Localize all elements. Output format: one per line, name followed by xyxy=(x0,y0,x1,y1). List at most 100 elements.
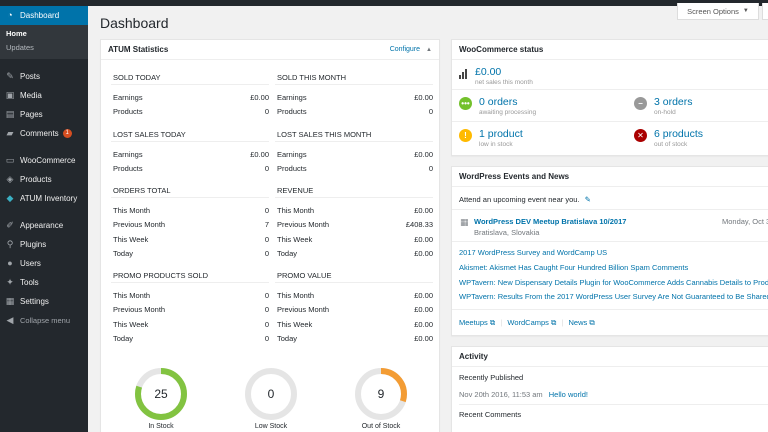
box-icon: ◈ xyxy=(6,174,14,184)
dashboard-submenu: Home Updates xyxy=(0,25,88,59)
comment-icon: ▰ xyxy=(6,128,14,138)
gauge-value: 9 xyxy=(378,387,385,401)
stat-row: This Week 0 xyxy=(113,319,269,329)
stat-row: Products 0 xyxy=(113,164,269,174)
stat-row: Today £0.00 xyxy=(277,248,433,258)
sidebar-item-appearance[interactable]: ✐ Appearance xyxy=(6,220,64,231)
stat-lost-sales-today: LOST SALES TODAY Earnings £0.00 Products 0 xyxy=(111,127,269,177)
stat-row: Previous Month 0 xyxy=(113,305,269,315)
stat-row: Earnings £0.00 xyxy=(113,93,269,102)
toggle-arrow-icon[interactable]: ▲ xyxy=(426,46,432,53)
sidebar-item-dashboard[interactable]: ◔ Dashboard xyxy=(0,6,88,25)
meetups-link[interactable]: Meetups xyxy=(459,318,488,327)
collapse-menu-button[interactable]: ◀ Collapse menu xyxy=(6,315,71,326)
recently-published-heading: Recently Published xyxy=(459,373,524,382)
sidebar-item-settings[interactable]: ▦ Settings xyxy=(5,296,49,307)
sidebar-item-atum-inventory[interactable]: ◆ ATUM Inventory xyxy=(6,193,78,204)
brush-icon: ✐ xyxy=(6,220,14,230)
comments-count-badge: 1 xyxy=(62,129,72,138)
sidebar-item-tools[interactable]: ✦ Tools xyxy=(6,277,39,288)
close-circle-icon: ✕ xyxy=(634,129,647,142)
sidebar-item-products[interactable]: ◈ Products xyxy=(6,174,52,185)
stat-row: This Week £0.00 xyxy=(277,319,433,329)
event-title-link[interactable]: WordPress DEV Meetup Bratislava 10/2017 xyxy=(474,217,627,226)
woocommerce-status-widget: WooCommerce status £0.00 net sales this … xyxy=(451,39,768,156)
admin-sidebar: ◔ Dashboard Home Updates ✎ Posts ▣ Media… xyxy=(0,6,88,432)
woocommerce-icon: ▭ xyxy=(5,155,15,165)
gauge-arc xyxy=(355,368,407,420)
sidebar-item-comments[interactable]: ▰ Comments 1 xyxy=(0,124,88,143)
post-link[interactable]: Hello world! xyxy=(548,390,588,399)
external-link-icon: ⧉ xyxy=(489,318,496,327)
configure-link[interactable]: Configure xyxy=(389,46,421,53)
widget-header: WooCommerce status xyxy=(452,40,768,60)
stat-row: Earnings £0.00 xyxy=(277,93,433,102)
caret-down-icon: ▼ xyxy=(742,8,749,14)
news-link[interactable]: WPTavern: New Dispensary Details Plugin … xyxy=(459,278,768,287)
stat-row: Today 0 xyxy=(113,333,269,343)
gauge-value: 0 xyxy=(268,387,275,401)
recent-comments-heading: Recent Comments xyxy=(459,410,522,419)
gauge-label: In Stock xyxy=(148,423,174,430)
collapse-icon: ◀ xyxy=(6,315,14,325)
sidebar-item-media[interactable]: ▣ Media xyxy=(5,90,42,101)
calendar-icon: ▦ xyxy=(460,217,469,227)
stat-sold-this-month: SOLD THIS MONTH Earnings £0.00 Products 0 xyxy=(275,70,433,120)
orders-processing-item[interactable]: ••• 0 orders awaiting processing xyxy=(459,96,536,117)
help-tab-button[interactable] xyxy=(762,3,768,20)
out-of-stock-item[interactable]: ✕ 6 products out of stock xyxy=(634,128,703,149)
stat-promo-products-sold: PROMO PRODUCTS SOLD This Month 0 Previous… xyxy=(111,268,269,346)
gauge-low-stock: 0 Low Stock xyxy=(241,366,301,430)
screen-options-button[interactable]: Screen Options ▼ xyxy=(677,3,759,20)
stat-row: Products 0 xyxy=(277,107,433,117)
page-icon: ▤ xyxy=(5,109,15,119)
atum-statistics-widget: ATUM Statistics Configure ▲ SOLD TODAY E… xyxy=(100,39,440,432)
media-icon: ▣ xyxy=(5,90,15,100)
submenu-item-updates[interactable]: Updates xyxy=(6,43,34,52)
sidebar-item-pages[interactable]: ▤ Pages xyxy=(5,109,43,120)
gauge-label: Low Stock xyxy=(254,423,288,430)
stat-row: This Week 0 xyxy=(113,234,269,244)
stat-row: Products 0 xyxy=(277,164,433,174)
activity-widget: Activity Recently Published Nov 20th 201… xyxy=(451,346,768,432)
sidebar-item-plugins[interactable]: ⚲ Plugins xyxy=(6,239,47,250)
orders-on-hold-item[interactable]: − 3 orders on-hold xyxy=(634,96,693,117)
stat-row: Earnings £0.00 xyxy=(277,150,433,159)
user-icon: ● xyxy=(7,258,13,268)
sidebar-item-users[interactable]: ● Users xyxy=(0,254,88,273)
news-footer-link[interactable]: News xyxy=(568,318,588,327)
wrench-icon: ✦ xyxy=(6,277,14,287)
plug-icon: ⚲ xyxy=(6,239,14,249)
wordcamps-link[interactable]: WordCamps xyxy=(507,318,549,327)
news-link[interactable]: Akismet: Akismet Has Caught Four Hundred… xyxy=(459,263,689,272)
gauge-in-stock: 25 In Stock xyxy=(131,366,191,430)
page-title: Dashboard xyxy=(100,15,169,31)
event-location: Bratislava, Slovakia xyxy=(474,228,540,237)
stat-lost-sales-this-month: LOST SALES THIS MONTH Earnings £0.00 Prod… xyxy=(275,127,433,177)
atum-icon: ◆ xyxy=(6,193,14,203)
widget-header: WordPress Events and News xyxy=(452,167,768,187)
settings-icon: ▦ xyxy=(5,296,15,306)
external-link-icon: ⧉ xyxy=(589,318,595,327)
news-link[interactable]: WPTavern: Results From the 2017 WordPres… xyxy=(459,292,768,301)
gauge-label: Out of Stock xyxy=(361,423,401,430)
submenu-item-home[interactable]: Home xyxy=(6,29,27,38)
wordpress-events-widget: WordPress Events and News Attend an upco… xyxy=(451,166,768,336)
gauge-track xyxy=(245,368,297,420)
bar-chart-icon xyxy=(459,69,467,79)
stat-row: This Month 0 xyxy=(113,291,269,300)
low-stock-item[interactable]: ! 1 product low in stock xyxy=(459,128,523,149)
net-sales-item[interactable]: £0.00 net sales this month xyxy=(459,66,533,87)
sidebar-item-woocommerce[interactable]: ▭ WooCommerce xyxy=(5,155,76,166)
sidebar-item-posts[interactable]: ✎ Posts xyxy=(6,71,41,82)
pencil-icon[interactable]: ✎ xyxy=(584,195,591,204)
gauge-out-of-stock: 9 Out of Stock xyxy=(351,366,411,430)
low-stock-donut: 0 xyxy=(245,368,297,420)
news-link[interactable]: 2017 WordPress Survey and WordCamp US xyxy=(459,248,608,257)
out-of-stock-donut: 9 xyxy=(355,368,407,420)
stat-row: Today 0 xyxy=(113,248,269,258)
stat-sold-today: SOLD TODAY Earnings £0.00 Products 0 xyxy=(111,70,269,120)
stat-revenue: REVENUE This Month £0.00 Previous Month £4… xyxy=(275,183,433,261)
warning-icon: ! xyxy=(459,129,472,142)
pin-icon: ✎ xyxy=(6,71,14,81)
